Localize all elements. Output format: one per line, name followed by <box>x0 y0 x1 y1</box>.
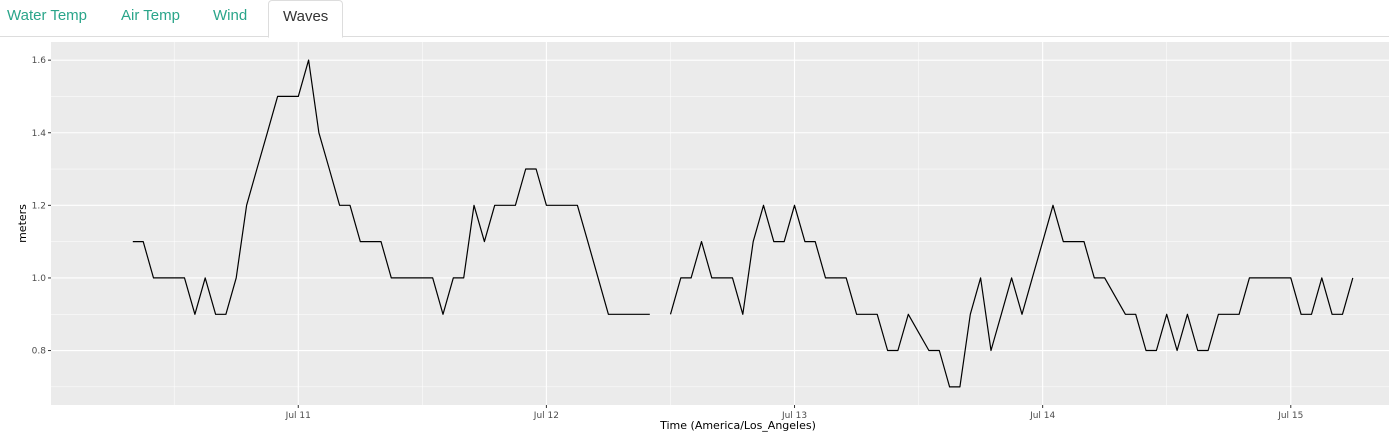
plot-panel <box>51 42 1389 405</box>
minor-gridlines <box>51 42 1389 405</box>
waves-chart: 0.8 1.0 1.2 1.4 1.6 Jul 11 Jul 12 Jul 13 Jul 14 J… <box>16 42 1389 432</box>
series-line <box>669 204 1354 388</box>
x-tick-label: Jul 13 <box>781 411 807 421</box>
x-tick-label: Jul 15 <box>1277 411 1303 421</box>
series-layer <box>132 59 1354 388</box>
tab-waves[interactable]: Waves <box>268 0 344 38</box>
y-tick-label: 1.0 <box>32 274 47 284</box>
tab-air-temp[interactable]: Air Temp <box>121 7 180 24</box>
y-tick-label: 1.4 <box>32 129 47 139</box>
y-tick-label: 1.6 <box>32 56 47 66</box>
y-tick-label: 0.8 <box>32 347 47 357</box>
y-tick-label: 1.2 <box>32 201 46 211</box>
axes-layer: 0.8 1.0 1.2 1.4 1.6 Jul 11 Jul 12 Jul 13 Jul 14 J… <box>32 56 1304 421</box>
y-axis-label: meters <box>16 204 29 243</box>
x-tick-label: Jul 12 <box>533 411 559 421</box>
tab-bar: Water Temp Air Temp Wind Waves <box>0 0 1389 38</box>
x-axis-label: Time (America/Los_Angeles) <box>659 419 816 432</box>
x-tick-label: Jul 11 <box>285 411 311 421</box>
major-gridlines <box>51 42 1389 405</box>
series-line <box>132 59 650 315</box>
tab-water-temp[interactable]: Water Temp <box>7 7 88 24</box>
tab-wind[interactable]: Wind <box>213 7 248 24</box>
x-tick-label: Jul 14 <box>1029 411 1055 421</box>
